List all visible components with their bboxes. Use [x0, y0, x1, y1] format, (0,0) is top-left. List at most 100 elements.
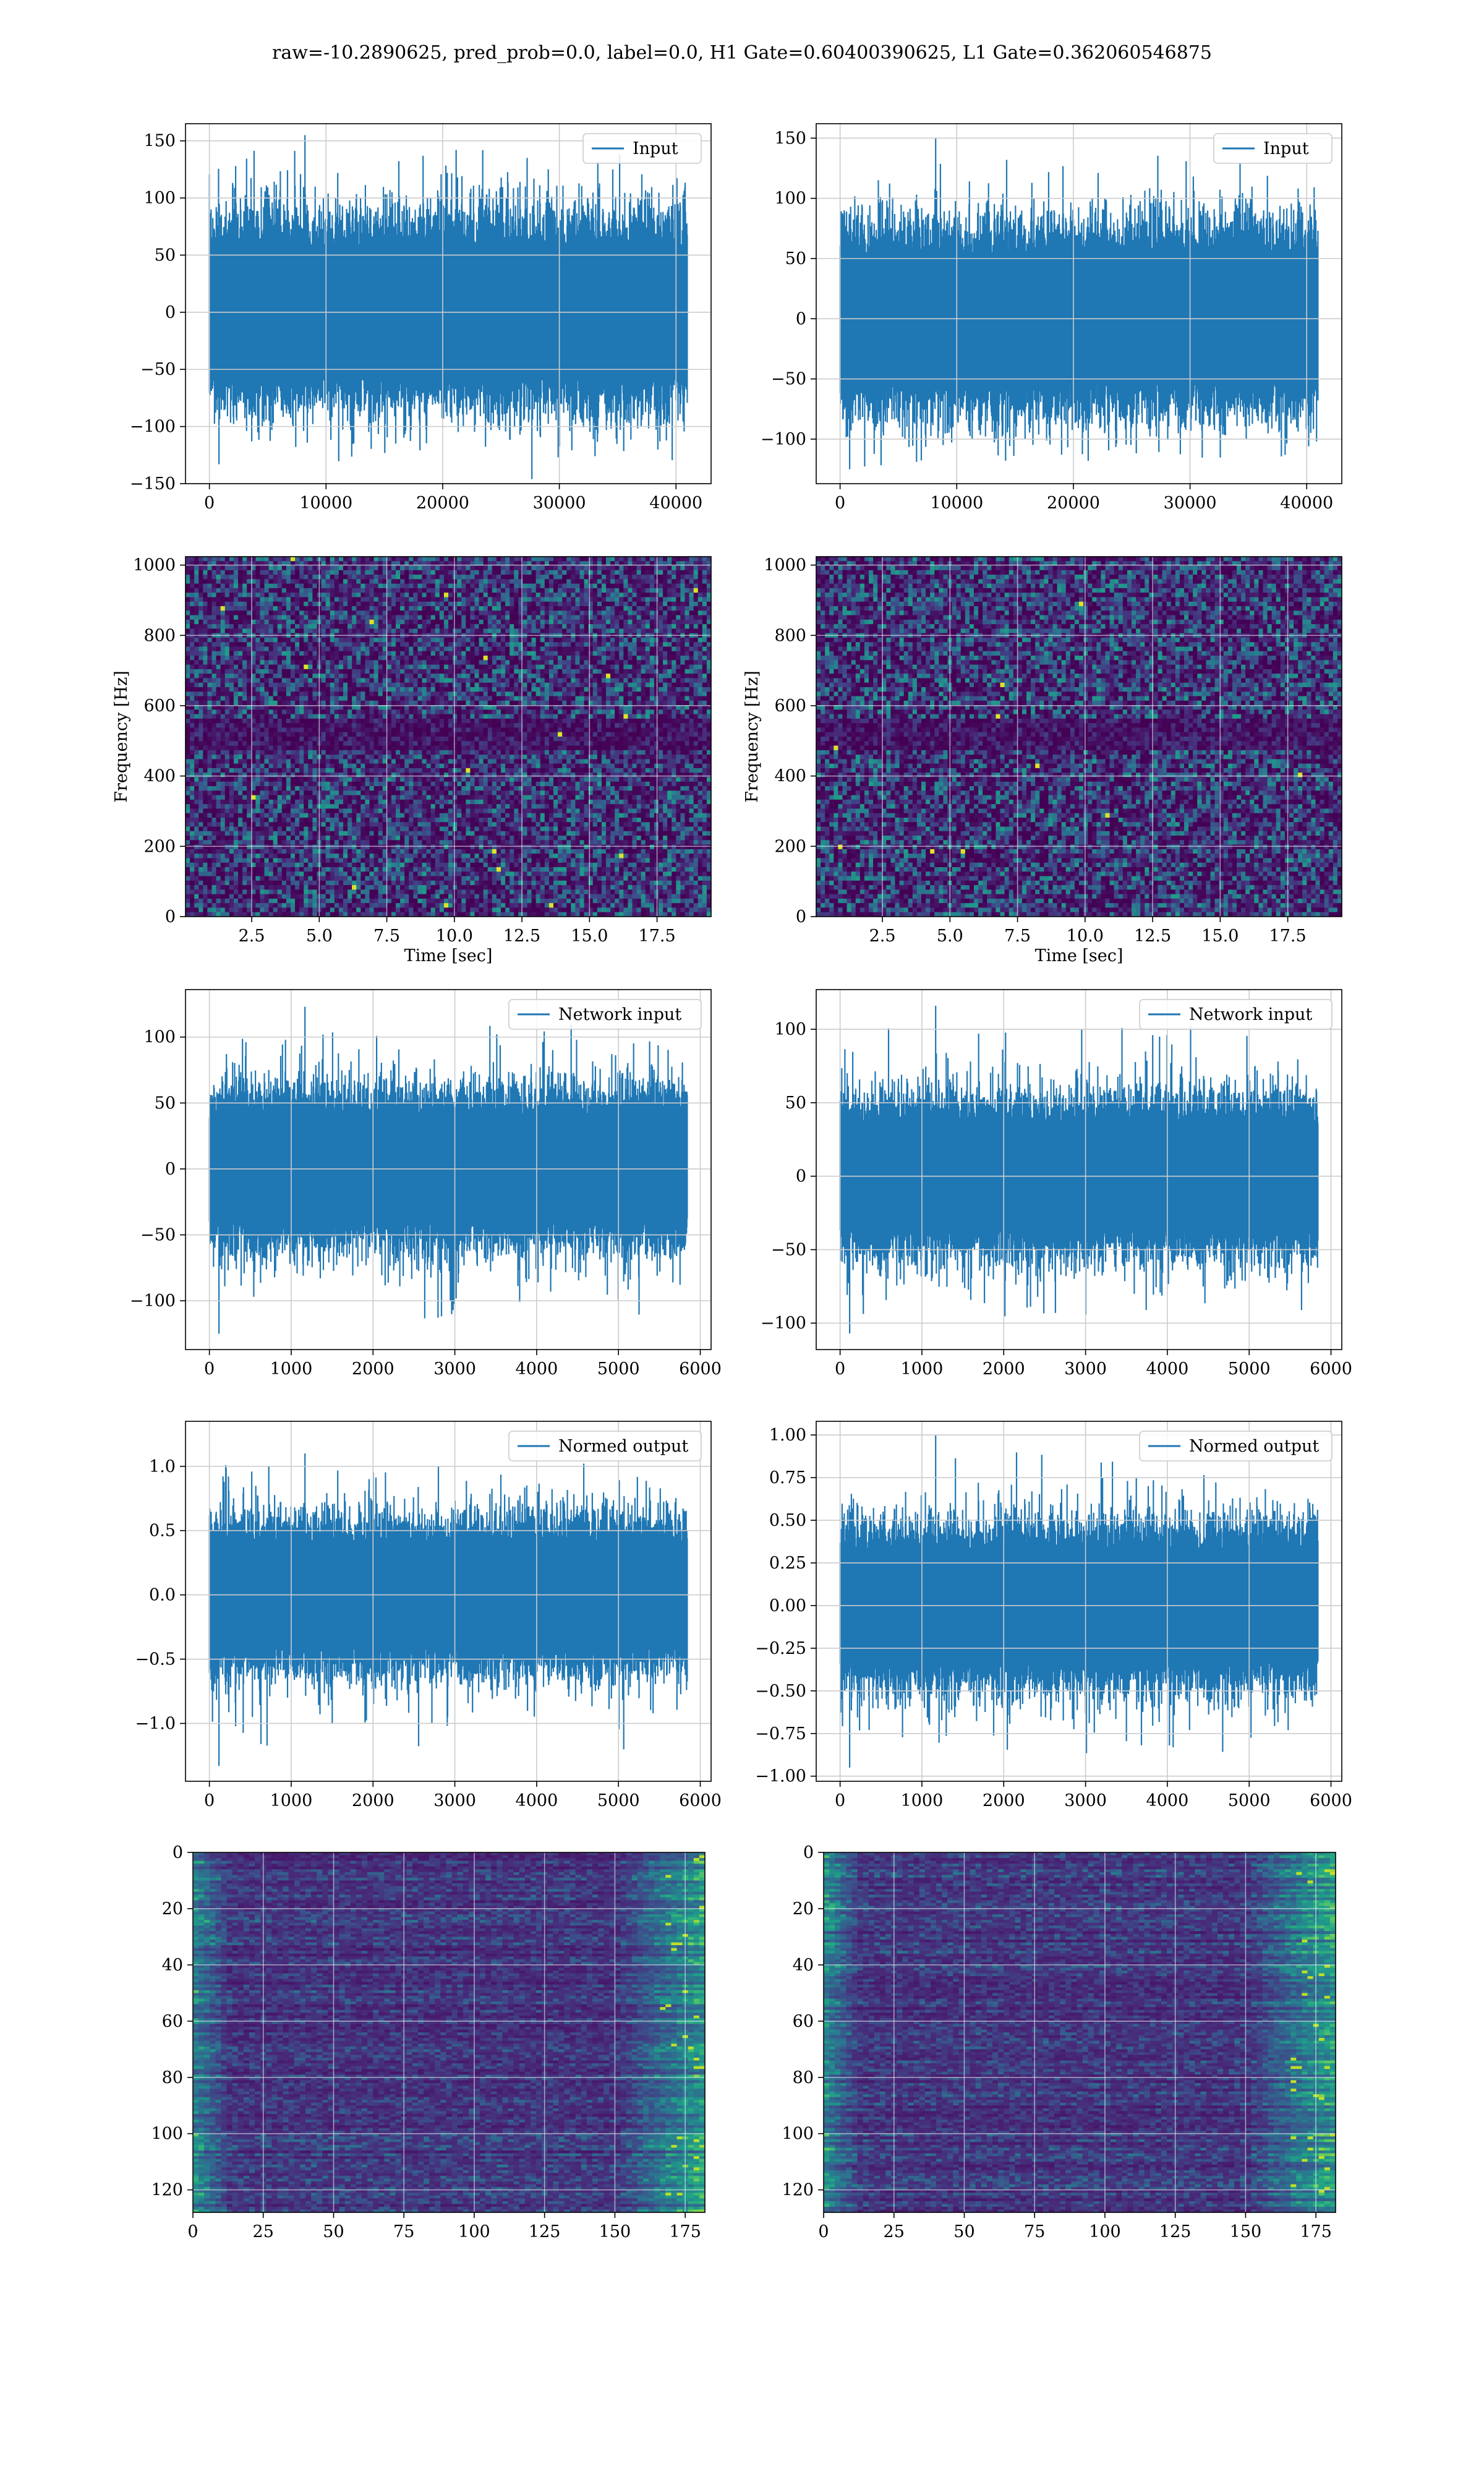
- y-tick-label: 400: [143, 767, 176, 786]
- x-tick-label: 150: [1230, 2222, 1262, 2241]
- plot-area: [839, 1435, 1319, 1768]
- y-tick-label: −1.0: [135, 1714, 176, 1733]
- plot-area: [816, 557, 1342, 917]
- subplot-h1-normed-output: 0 1000 2000 3000 4000 5000 6000 −1.0 −0.5 0.0 0.5 1…: [135, 1421, 722, 1810]
- x-tick-label: 40000: [1280, 494, 1333, 513]
- x-tick-label: 4000: [516, 1359, 558, 1379]
- heatmap-background: [186, 557, 711, 917]
- x-tick-label: 30000: [1164, 494, 1217, 513]
- y-tick-label: 0.75: [769, 1468, 806, 1487]
- x-tick-label: 0: [818, 2222, 829, 2241]
- axes-frame: [185, 556, 712, 917]
- x-tick-label: 125: [1159, 2222, 1192, 2241]
- y-tick-label: 100: [782, 2125, 814, 2144]
- plot-area: [208, 1006, 688, 1334]
- y-axis-label: Frequency [Hz]: [743, 670, 762, 802]
- legend: Input: [582, 133, 702, 164]
- subplot-h1-network-input: 0 1000 2000 3000 4000 5000 6000 −100 −50 0 50 100 Ne…: [130, 989, 722, 1379]
- subplot-l1-spectrogram: 2.5 5.0 7.5 10.0 12.5 15.0 17.5 0 200 400 600 800 10…: [743, 556, 1342, 965]
- axes-frame: [185, 1421, 712, 1782]
- y-tick-label: 100: [774, 1020, 806, 1039]
- subplot-h1-spectrogram: 2.5 5.0 7.5 10.0 12.5 15.0 17.5 0 200 400 600 800 10…: [112, 556, 712, 965]
- x-tick-label: 5000: [597, 1359, 640, 1379]
- x-tick-label: 2.5: [239, 927, 265, 946]
- axes-frame: [816, 123, 1342, 484]
- y-tick-label: 80: [162, 2068, 183, 2087]
- y-tick-label: −0.75: [755, 1724, 806, 1744]
- y-tick-label: 0: [796, 1167, 806, 1186]
- y-tick-label: 40: [793, 1956, 814, 1975]
- axes-frame: [816, 556, 1342, 917]
- legend: Network input: [508, 999, 702, 1030]
- y-tick-label: 20: [162, 1899, 183, 1919]
- x-tick-label: 1000: [901, 1359, 944, 1379]
- legend-label: Normed output: [1189, 1437, 1319, 1456]
- legend: Input: [1213, 133, 1333, 164]
- subplot-l1-feature-map: 0 25 50 75 100 125 150 175 0 20 40 60 80 100 120: [782, 1843, 1336, 2241]
- series-line: [839, 138, 1319, 469]
- legend-box: [1213, 133, 1333, 164]
- y-tick-label: 0.25: [769, 1554, 806, 1573]
- y-tick-label: −100: [761, 1314, 806, 1333]
- y-tick-label: 200: [774, 837, 806, 856]
- x-tick-label: 10.0: [436, 927, 473, 946]
- y-tick-label: 40: [162, 1956, 183, 1975]
- y-tick-label: 50: [155, 1094, 176, 1113]
- series-core-band: [209, 1113, 688, 1225]
- x-tick-label: 175: [1300, 2222, 1332, 2241]
- series-core-band: [840, 1119, 1318, 1233]
- x-axis-label: Time [sec]: [1035, 946, 1124, 965]
- legend-label: Input: [633, 139, 678, 158]
- x-tick-label: 5000: [1228, 1359, 1271, 1379]
- x-tick-label: 2000: [352, 1791, 394, 1810]
- y-tick-label: 120: [782, 2181, 814, 2200]
- y-tick-label: 600: [774, 696, 806, 716]
- series-line: [208, 1453, 688, 1766]
- x-tick-label: 75: [393, 2222, 414, 2241]
- x-tick-label: 10000: [299, 494, 352, 513]
- x-tick-label: 5.0: [937, 927, 963, 946]
- y-tick-label: 0: [165, 1160, 176, 1179]
- x-tick-label: 100: [458, 2222, 490, 2241]
- x-tick-label: 50: [953, 2222, 974, 2241]
- legend: Normed output: [1139, 1431, 1333, 1462]
- axes-frame: [192, 1852, 706, 2213]
- legend-box: [508, 999, 702, 1030]
- y-tick-label: 1.00: [769, 1426, 806, 1445]
- y-axis-label: Frequency [Hz]: [112, 670, 131, 802]
- plot-area: [208, 135, 688, 479]
- y-tick-label: 0.5: [149, 1522, 176, 1541]
- x-tick-label: 4000: [1146, 1791, 1189, 1810]
- x-tick-label: 75: [1024, 2222, 1045, 2241]
- legend: Network input: [1139, 999, 1333, 1030]
- y-tick-label: 0: [165, 303, 176, 322]
- y-tick-label: −50: [771, 370, 806, 389]
- y-tick-label: 200: [143, 837, 176, 856]
- x-tick-label: 0: [835, 1359, 845, 1379]
- series-line: [839, 1435, 1319, 1768]
- legend-label: Input: [1263, 139, 1309, 158]
- axes-frame: [185, 989, 712, 1350]
- y-tick-label: 100: [143, 1028, 176, 1047]
- x-tick-label: 0: [204, 1359, 215, 1379]
- y-tick-label: 1000: [764, 556, 806, 575]
- x-tick-label: 1000: [270, 1791, 313, 1810]
- x-tick-label: 4000: [1146, 1359, 1189, 1379]
- x-tick-label: 5000: [1228, 1791, 1271, 1810]
- x-tick-label: 6000: [679, 1791, 722, 1810]
- x-tick-label: 10.0: [1067, 927, 1104, 946]
- y-tick-label: −100: [130, 417, 176, 437]
- x-tick-label: 12.5: [1134, 927, 1171, 946]
- legend: Normed output: [508, 1431, 702, 1462]
- axes-frame: [816, 1421, 1342, 1782]
- y-tick-label: 60: [793, 2012, 814, 2031]
- x-tick-label: 0: [835, 1791, 845, 1810]
- legend-box: [1139, 1431, 1333, 1462]
- y-tick-label: −50: [140, 360, 176, 379]
- y-tick-label: 600: [143, 696, 176, 716]
- series-core-band: [209, 244, 688, 380]
- plot-area: [186, 557, 711, 917]
- series-core-band: [840, 1547, 1318, 1664]
